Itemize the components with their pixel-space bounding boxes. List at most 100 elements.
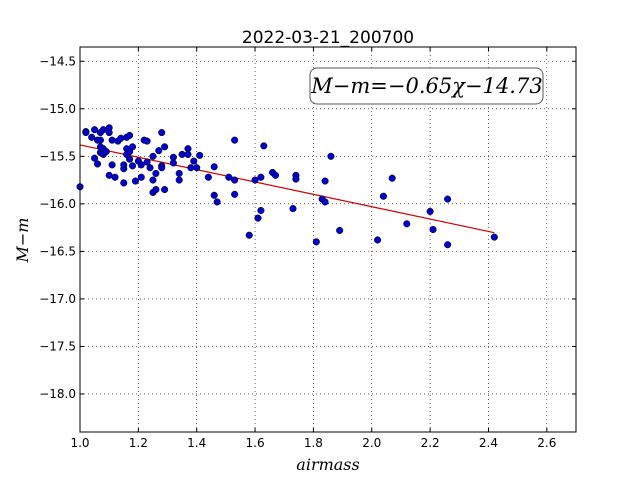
x-tick-label: 2.0 (362, 436, 381, 450)
data-point (93, 160, 102, 168)
data-point (210, 191, 218, 199)
x-tick-label: 1.8 (304, 436, 323, 450)
data-point (105, 129, 113, 137)
data-point (137, 161, 145, 169)
data-point (108, 161, 116, 169)
data-point (336, 226, 344, 235)
annotation-box (309, 67, 544, 105)
data-point (193, 164, 201, 172)
data-point (126, 155, 134, 163)
data-point (175, 176, 183, 184)
x-tick-label: 2.2 (421, 436, 440, 450)
data-point (444, 241, 452, 249)
x-tick-labels: 1.0 1.2 1.4 1.6 1.8 2.0 2.2 2.4 2.6 (70, 436, 556, 450)
data-point (143, 137, 151, 145)
y-tick-label: −16.0 (39, 197, 76, 211)
data-point (225, 173, 233, 181)
x-axis-label: airmass (296, 455, 359, 474)
data-point (169, 159, 177, 167)
data-point (175, 169, 183, 177)
data-point (374, 236, 382, 244)
data-point (490, 233, 498, 241)
y-tick-label: −16.5 (39, 244, 76, 258)
data-point (231, 176, 239, 184)
y-tick-label: −14.5 (39, 54, 76, 68)
annotation-text: M−m=−0.65χ−14.73 (310, 74, 542, 98)
data-point (149, 152, 157, 160)
y-axis-label: M−m (13, 218, 32, 264)
data-point (271, 171, 280, 179)
data-point (143, 158, 151, 166)
data-point (196, 151, 204, 159)
data-point (190, 157, 198, 165)
data-points (76, 124, 498, 249)
data-point (126, 131, 134, 139)
data-point (152, 186, 160, 194)
data-point (379, 192, 387, 200)
x-tick-label: 2.6 (537, 436, 556, 450)
data-point (120, 161, 128, 169)
data-point (82, 129, 90, 137)
y-tick-label: −17.5 (39, 339, 76, 353)
data-point (245, 231, 253, 239)
data-point (91, 154, 99, 162)
data-point (254, 214, 262, 222)
data-point (429, 225, 437, 234)
data-point (146, 164, 154, 172)
data-point (155, 147, 163, 155)
data-point (321, 177, 329, 185)
data-point (158, 129, 166, 137)
data-point (204, 173, 212, 181)
data-point (161, 186, 169, 194)
x-tick-label: 1.2 (129, 436, 148, 450)
data-point (96, 136, 104, 144)
data-point (292, 175, 300, 183)
data-point (251, 176, 259, 184)
data-point (231, 190, 239, 198)
data-point (128, 143, 137, 151)
data-point (158, 164, 166, 172)
chart-title: 2022-03-21_200700 (242, 28, 414, 48)
data-point (403, 220, 411, 228)
data-point (327, 152, 335, 160)
data-point (117, 134, 125, 142)
data-point (312, 238, 320, 246)
fit-equation-annotation: M−m=−0.65χ−14.73 (309, 67, 544, 105)
x-tick-label: 1.4 (187, 436, 206, 450)
x-tick-label: 1.6 (246, 436, 265, 450)
data-point (149, 176, 157, 184)
data-point (257, 206, 265, 215)
plot-area-frame (79, 46, 577, 433)
data-point (108, 136, 116, 144)
data-point (102, 148, 110, 156)
axis-ticks (79, 47, 576, 432)
data-point (91, 126, 99, 134)
y-tick-label: −17.0 (39, 292, 76, 306)
data-point (321, 198, 329, 206)
data-point (213, 198, 221, 206)
data-point (257, 173, 265, 181)
data-point (184, 150, 192, 158)
y-tick-label: −18.0 (39, 387, 76, 401)
data-point (152, 169, 160, 177)
y-tick-labels: −14.5 −15.0 −15.5 −16.0 −16.5 −17.0 −17.5 −18.0 (39, 54, 76, 401)
data-point (210, 163, 218, 171)
data-point (88, 133, 96, 141)
data-point (128, 162, 137, 170)
data-point (231, 136, 239, 144)
data-point (161, 143, 169, 151)
y-tick-label: −15.0 (39, 102, 76, 116)
data-point (444, 195, 452, 203)
data-point (260, 142, 268, 150)
data-point (120, 179, 128, 187)
data-point (289, 205, 297, 213)
data-point (426, 207, 434, 216)
y-tick-label: −15.5 (39, 149, 76, 163)
x-tick-label: 2.4 (479, 436, 498, 450)
data-point (137, 173, 145, 181)
data-point (131, 177, 139, 185)
data-point (111, 173, 119, 181)
x-tick-label: 1.0 (70, 436, 89, 450)
data-point (388, 174, 396, 182)
